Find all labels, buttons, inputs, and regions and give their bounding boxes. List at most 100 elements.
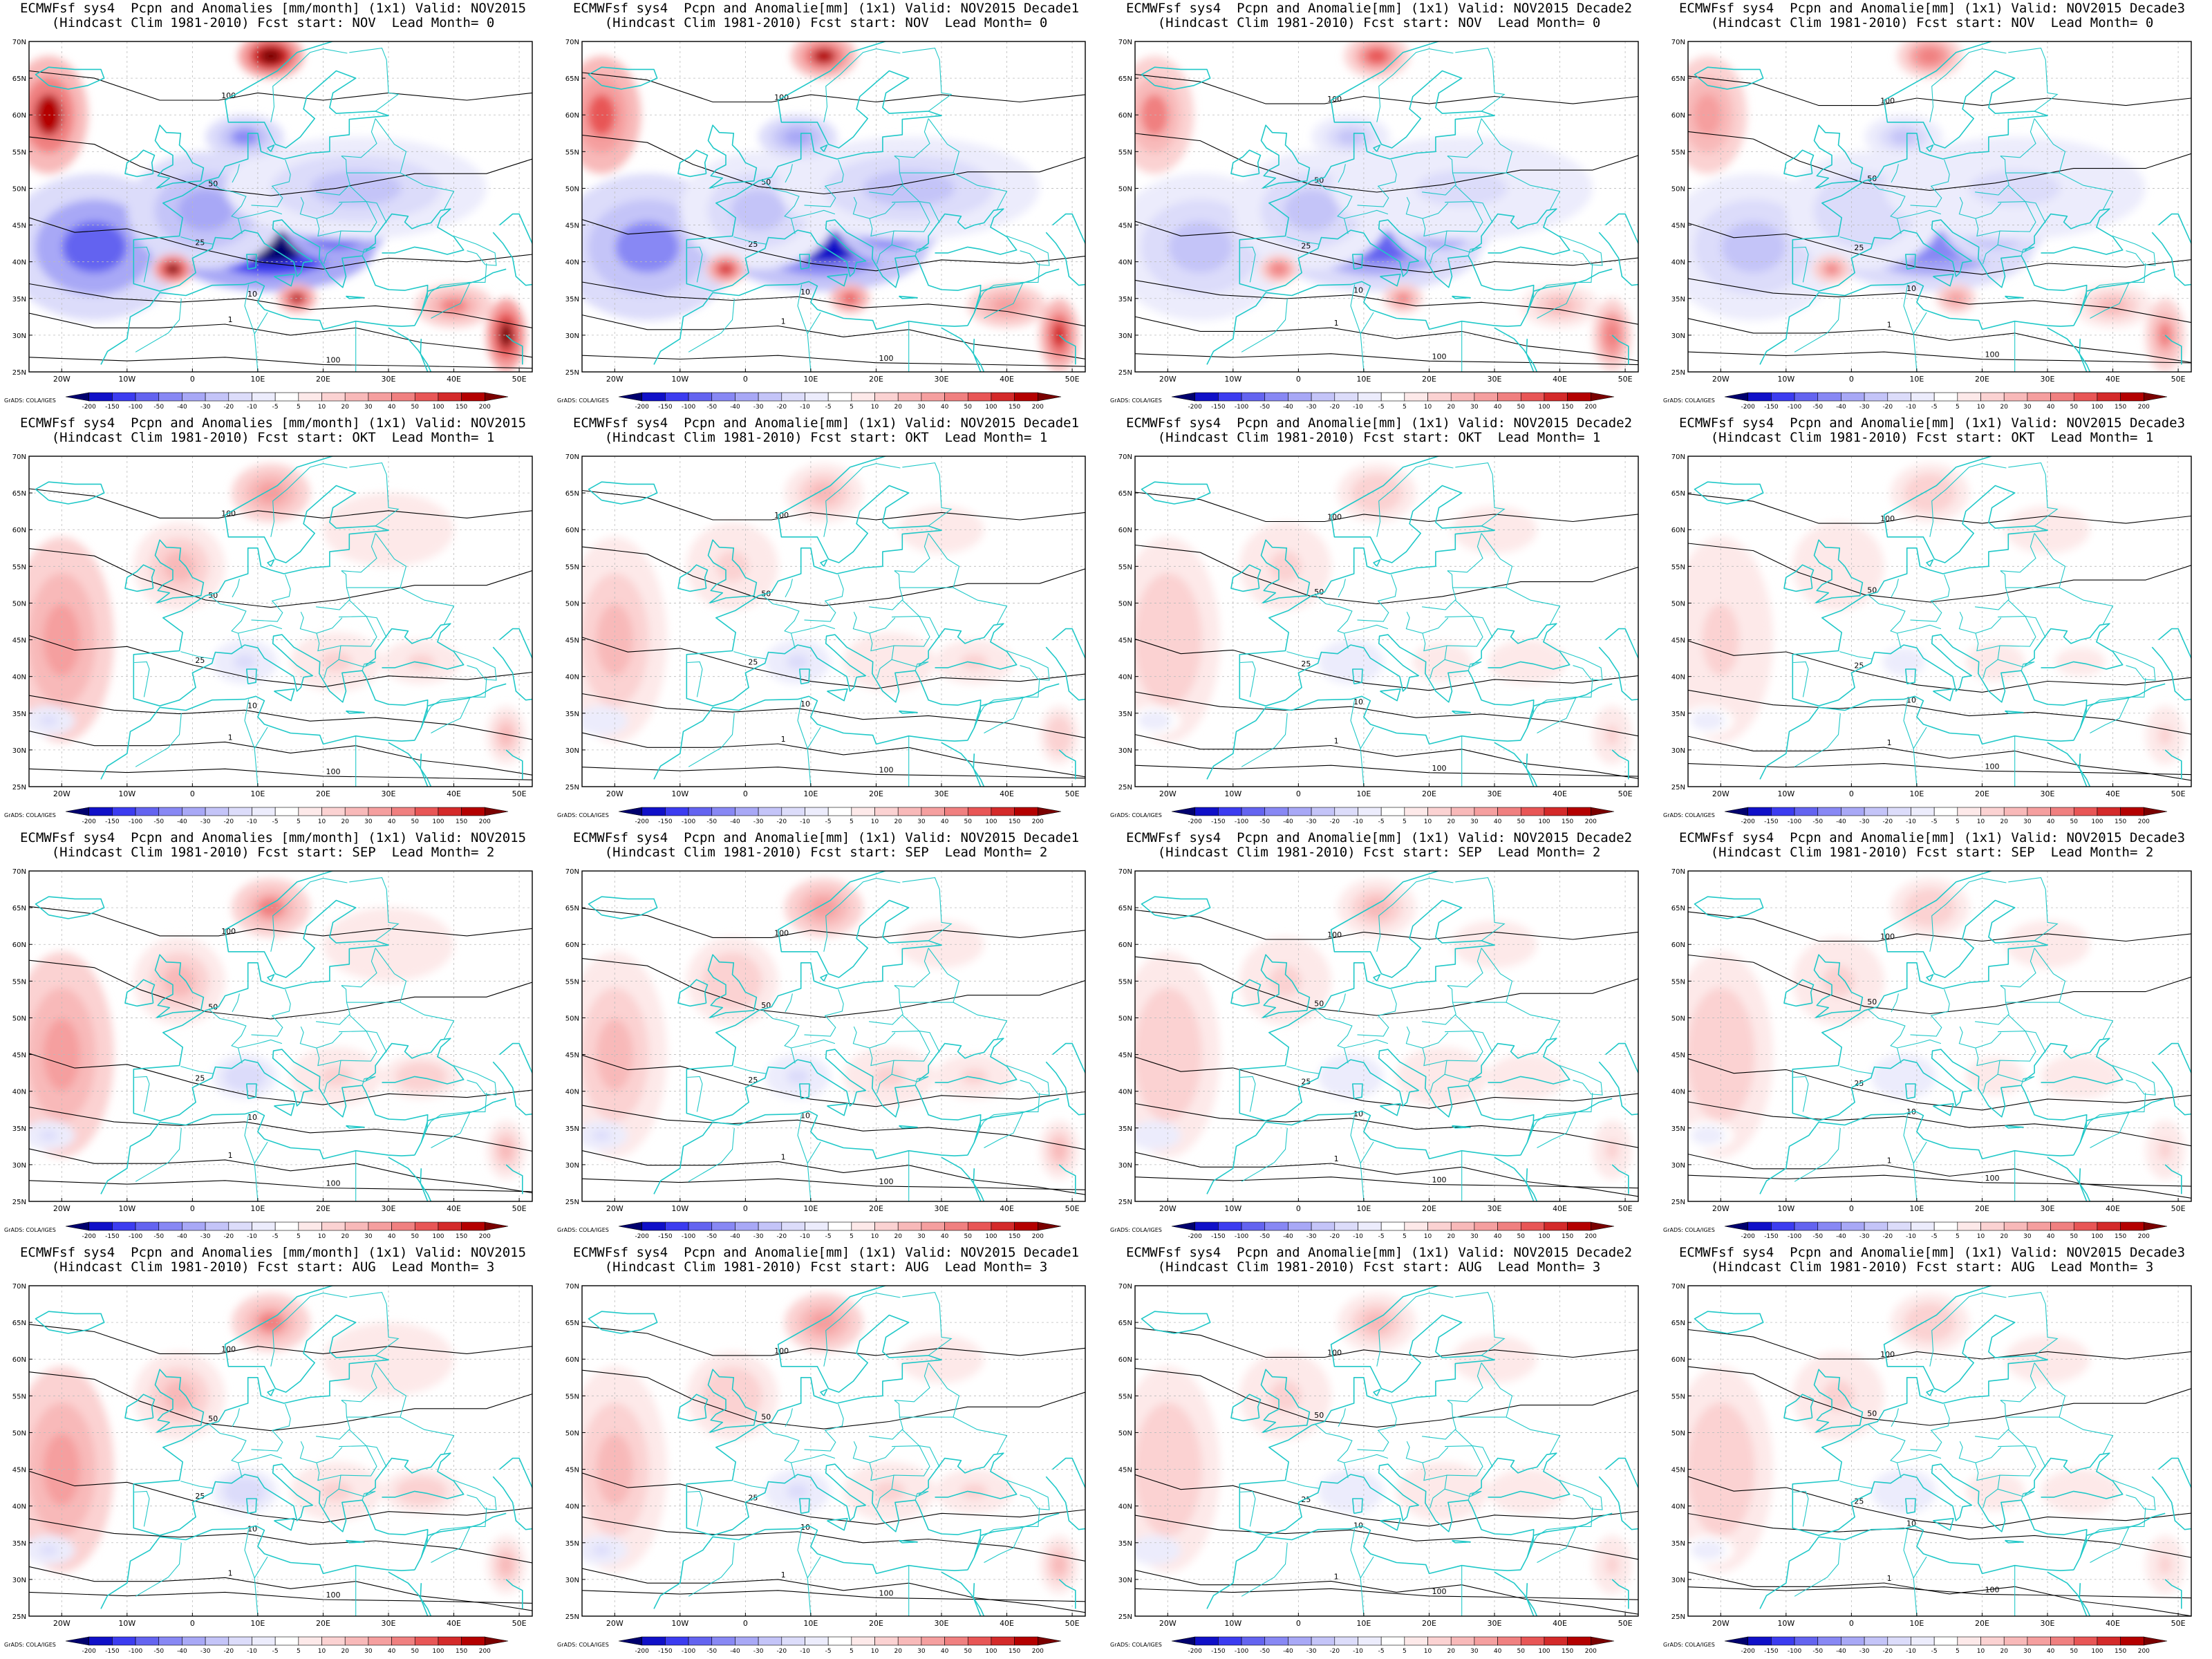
contour-line (1135, 1515, 1638, 1560)
colorbar-cell (874, 1636, 899, 1646)
colorbar-cell (1404, 392, 1428, 402)
anomaly-patch (1145, 715, 1164, 726)
colorbar-tick-label: -200 (1741, 818, 1755, 825)
colorbar-cell (1427, 1221, 1452, 1231)
contour-line (1688, 278, 2191, 324)
lat-label: 70N (1118, 868, 1132, 876)
lat-label: 40N (1671, 259, 1685, 267)
contour-line (29, 1371, 532, 1432)
colorbar-tick-label: 200 (1585, 1648, 1597, 1655)
country-border (1481, 948, 1513, 1003)
colorbar-cell (391, 807, 415, 816)
contour-line (1135, 544, 1638, 605)
coastline (1926, 1389, 1934, 1396)
coastline (492, 1457, 532, 1530)
colorbar-tick-label: 30 (917, 818, 926, 825)
colorbar-cell (1591, 1636, 1615, 1646)
coastline (154, 1369, 205, 1434)
colorbar-tick-label: -100 (1788, 818, 1802, 825)
lat-label: 45N (565, 223, 579, 230)
lat-label: 60N (565, 527, 579, 534)
colorbar-cell (1264, 392, 1288, 402)
lat-label: 60N (1671, 112, 1685, 120)
colorbar-cell (1520, 392, 1545, 402)
coastline (1926, 974, 1934, 982)
country-border (1868, 1424, 1906, 1479)
lat-label: 70N (1671, 453, 1685, 461)
contour-label: 25 (195, 1074, 205, 1082)
colorbar-cell (2144, 1636, 2168, 1646)
colorbar-cell (1474, 1221, 1498, 1231)
country-border (316, 1400, 350, 1440)
lat-label: 35N (12, 1540, 26, 1548)
anomaly-patch (960, 654, 988, 670)
country-border (299, 1026, 343, 1049)
lon-label: 50E (512, 1619, 527, 1628)
graticule (1135, 1286, 1638, 1616)
map-canvas: 110255010010070N65N60N55N50N45N40N35N30N… (1663, 39, 2192, 411)
colorbar-tick-label: -100 (1235, 404, 1249, 411)
forecast-panel: ECMWFsf sys4 Pcpn and Anomalies [mm/mont… (0, 830, 553, 1244)
country-border (2086, 677, 2146, 714)
contour-label: 100 (1327, 930, 1342, 939)
country-border (1376, 878, 1454, 952)
coastline (505, 1579, 523, 1609)
country-border (134, 246, 150, 283)
colorbar-tick-label: 200 (479, 1233, 491, 1240)
coastlines (588, 456, 1085, 787)
grads-credit: GrADS: COLA/IGES (557, 812, 609, 818)
colorbar-tick-label: 100 (2091, 818, 2103, 825)
country-border (1468, 1076, 1482, 1086)
anomaly-patch (1918, 48, 1942, 64)
grads-credit: GrADS: COLA/IGES (4, 1642, 56, 1648)
country-border (902, 1291, 953, 1356)
contour-line (1135, 909, 1638, 940)
colorbar-cell (88, 807, 113, 816)
coastline (1526, 683, 1613, 729)
colorbar-tick-label: -150 (658, 404, 673, 411)
colorbar-cell (1591, 392, 1615, 402)
lon-label: 50E (1065, 789, 1080, 798)
anomaly-patch (1892, 1069, 1915, 1085)
colorbar-tick-label: -200 (82, 1233, 96, 1240)
colorbar-cell (65, 807, 89, 816)
colorbar-tick-label: 150 (1009, 404, 1020, 411)
lat-label: 60N (12, 1356, 26, 1364)
coastline (1230, 149, 1262, 178)
map-frame (581, 456, 1086, 787)
colorbar-cell (1311, 1221, 1335, 1231)
colorbar: -200 -150 -100 -50 -40 -30 -20 -10 -5 5 10 20 30 40 50… (1171, 1221, 1615, 1240)
country-border (346, 1416, 455, 1454)
colorbar-cell (1194, 807, 1219, 816)
country-border (1897, 209, 1942, 219)
colorbar-tick-label: 40 (2047, 818, 2055, 825)
colorbar-tick-label: -100 (1235, 818, 1249, 825)
colorbar-tick-label: 100 (985, 818, 997, 825)
contour-label: 1 (781, 735, 786, 744)
colorbar-cell (135, 1636, 160, 1646)
colorbar-cell (344, 807, 369, 816)
map-frame (581, 1285, 1086, 1617)
coastlines (1141, 1286, 1638, 1616)
lon-label: 20E (1975, 1619, 1989, 1628)
grads-credit: GrADS: COLA/IGES (557, 1227, 609, 1233)
colorbar-tick-label: -5 (1931, 404, 1938, 411)
lon-label: 20E (1975, 1204, 1989, 1213)
coastline (1759, 695, 2074, 780)
lat-label: 40N (12, 259, 26, 267)
coastline (2079, 1512, 2166, 1558)
colorbar-tick-label: 20 (894, 1648, 902, 1655)
coastline (154, 954, 205, 1019)
panel-title-line1: ECMWFsf sys4 Pcpn and Anomalies [mm/mont… (19, 1245, 527, 1260)
coastlines (1141, 41, 1638, 372)
colorbar-tick-label: 10 (871, 818, 879, 825)
lon-label: 0 (1849, 1204, 1854, 1213)
colorbar-tick-label: -100 (1788, 1648, 1802, 1655)
map-frame (581, 41, 1086, 373)
panel-title-line1: ECMWFsf sys4 Pcpn and Anomalie[mm] (1x1)… (1678, 415, 2186, 431)
anomaly-patch (1052, 322, 1067, 348)
contour-line (29, 283, 532, 328)
country-border (346, 172, 455, 210)
colorbar-tick-label: -50 (1812, 1233, 1823, 1240)
